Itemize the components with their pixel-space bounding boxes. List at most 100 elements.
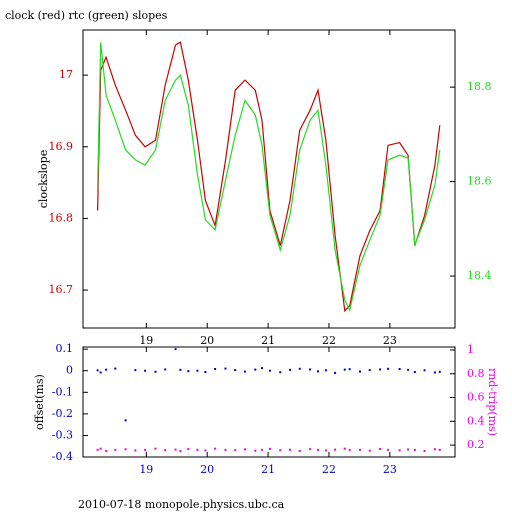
data-point [234,449,237,452]
data-point [348,368,351,371]
y2-tick-label: 0.4 [467,414,485,427]
x-tick-label: 23 [383,463,397,476]
data-point [289,368,292,371]
data-point [154,447,157,450]
y2-tick-label: 0.6 [467,391,485,404]
data-point [96,448,99,451]
data-point [317,448,320,451]
data-point [379,448,382,451]
data-point [187,370,190,373]
data-point [348,449,351,452]
x-tick-label: 21 [261,334,275,347]
data-point [114,448,117,451]
data-point [423,369,426,372]
data-point [317,370,320,373]
data-point [343,447,346,450]
data-point [234,369,237,372]
data-point [99,447,102,450]
data-point [359,448,362,451]
data-point [368,369,371,372]
y-tick-label: -0.3 [52,428,73,441]
data-point [398,368,401,370]
data-point [164,449,167,452]
data-point [279,449,282,452]
data-point [279,371,282,374]
data-point [164,368,167,371]
data-point [144,369,147,372]
y-tick-label: -0.4 [52,450,73,463]
y2-tick-label: 18.6 [467,175,492,188]
data-point [268,369,271,372]
data-point [260,448,263,451]
data-point [413,371,416,374]
data-point [398,449,401,452]
data-point [99,371,102,374]
y2-tick-label: 1 [467,343,474,356]
x-tick-label: 20 [200,334,214,347]
data-point [134,449,137,452]
plot-frame [82,346,456,458]
data-point [179,368,182,371]
data-point [324,449,327,452]
x-tick-label: 22 [322,463,336,476]
footer: 2010-07-18 monopole.physics.ubc.ca [78,498,285,511]
y-tick-label: 17 [59,68,73,81]
data-point [243,370,246,373]
y-tick-label: 0.1 [56,342,74,355]
data-point [214,447,217,450]
data-point [124,448,127,451]
data-point [438,448,441,451]
data-point [204,449,207,452]
data-point [179,450,182,453]
data-point [309,368,312,371]
x-tick-label: 20 [200,463,214,476]
y2-tick-label: 18.4 [467,269,492,282]
data-point [154,370,157,373]
y2-tick-label: 18.8 [467,80,492,93]
data-point [214,368,217,370]
data-point [96,369,99,372]
data-point [407,368,410,371]
data-point [309,448,312,451]
y2-tick-label: 0.2 [467,438,485,451]
data-point [196,448,199,451]
data-point [124,419,127,422]
y-tick-label: 16.8 [49,211,74,224]
y-axis-label: clockslope [37,150,50,208]
data-point [334,448,337,451]
data-point [343,368,346,371]
data-point [379,368,382,371]
y-tick-label: 16.7 [49,283,74,296]
data-point [334,371,337,374]
data-point [105,450,108,453]
data-point [105,368,108,371]
data-point [187,448,190,451]
data-point [204,371,207,374]
y-tick-label: -0.1 [52,385,73,398]
x-tick-label: 23 [383,334,397,347]
data-point [368,449,371,452]
data-point [413,448,416,451]
data-point [254,449,257,452]
data-point [289,448,292,451]
data-point [224,448,227,451]
data-line [97,41,441,313]
data-point [298,367,301,370]
data-line [97,42,441,312]
y-tick-label: 0 [66,364,73,377]
data-point [196,369,199,372]
data-point [359,370,362,373]
data-point [144,448,147,451]
data-point [114,367,117,370]
x-tick-label: 21 [261,463,275,476]
data-point [423,450,426,453]
y-axis-label: offset(ms) [33,374,46,430]
data-point [260,367,263,370]
y2-tick-label: 0.8 [467,367,485,380]
data-point [387,367,390,370]
data-point [433,448,436,451]
x-tick-label: 19 [139,334,153,347]
data-point [298,450,301,453]
data-point [174,448,177,451]
data-point [224,367,227,370]
